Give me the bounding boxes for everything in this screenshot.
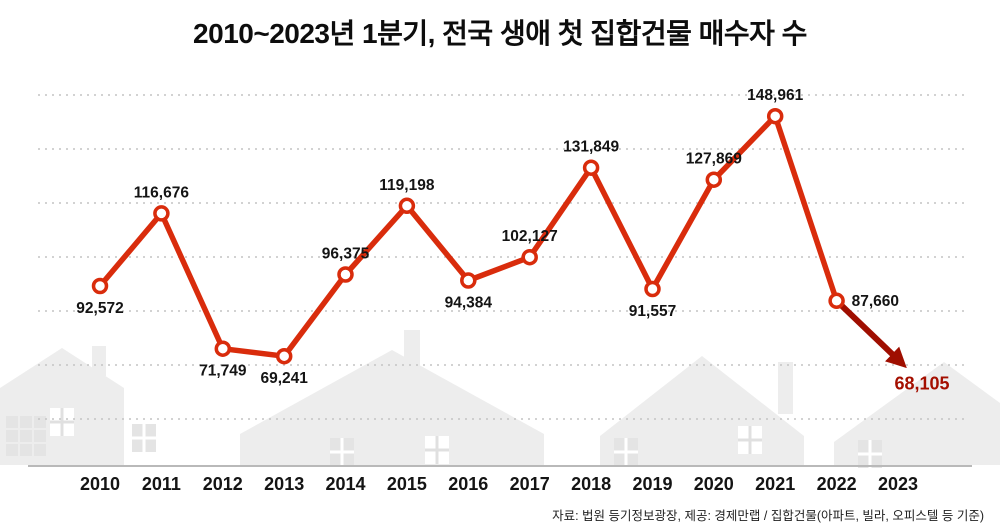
value-label-2023: 68,105 [894, 374, 949, 394]
data-point-2013 [275, 347, 293, 365]
value-label-2016: 94,384 [445, 295, 493, 312]
value-label-2021: 148,961 [747, 87, 803, 104]
value-label-2020: 127,869 [686, 151, 742, 168]
final-trend-arrow [834, 298, 907, 369]
year-label-2019: 2019 [632, 474, 672, 494]
house-shape [834, 362, 1000, 465]
year-label-2023: 2023 [878, 474, 918, 494]
data-point-2016 [460, 272, 477, 289]
value-label-2017: 102,127 [502, 228, 558, 245]
house-shape [240, 350, 544, 465]
value-label-2019: 91,557 [629, 303, 676, 320]
year-label-2015: 2015 [387, 474, 427, 494]
data-point-2010 [91, 277, 109, 295]
value-label-2010: 92,572 [76, 300, 123, 317]
year-label-2013: 2013 [264, 474, 304, 494]
chimney-shape [778, 362, 793, 414]
year-label-2010: 2010 [80, 474, 120, 494]
chimney-shape [404, 330, 420, 366]
year-label-2020: 2020 [694, 474, 734, 494]
year-label-2022: 2022 [817, 474, 857, 494]
year-label-2016: 2016 [448, 474, 488, 494]
data-point-2021 [766, 107, 784, 125]
source-note: 자료: 법원 등기정보광장, 제공: 경제만랩 / 집합건물(아파트, 빌라, … [552, 509, 984, 523]
year-label-2018: 2018 [571, 474, 611, 494]
value-label-2022: 87,660 [852, 293, 899, 310]
value-label-2015: 119,198 [379, 177, 435, 194]
value-label-2014: 96,375 [322, 246, 370, 263]
year-label-2017: 2017 [510, 474, 550, 494]
lattice-decoration [6, 416, 46, 456]
chimney-shape [92, 346, 106, 376]
chart-title: 2010~2023년 1분기, 전국 생애 첫 집합건물 매수자 수 [193, 18, 807, 49]
data-point-2015 [398, 197, 416, 215]
data-point-2020 [705, 171, 723, 188]
data-point-2011 [153, 205, 170, 222]
year-label-2012: 2012 [203, 474, 243, 494]
data-point-2014 [337, 266, 354, 283]
year-label-2011: 2011 [142, 474, 181, 494]
data-point-2019 [644, 280, 661, 298]
value-label-2013: 69,241 [260, 370, 308, 387]
data-point-2022 [828, 292, 845, 310]
value-label-2018: 131,849 [563, 139, 619, 156]
data-point-2017 [521, 248, 538, 266]
chart-plot: 92,572 116,676 71,749 69,241 96,375 119,198 94… [28, 87, 972, 494]
data-point-2012 [214, 340, 232, 357]
year-label-2021: 2021 [755, 474, 795, 494]
data-point-2018 [582, 159, 600, 176]
value-label-2012: 71,749 [199, 363, 247, 380]
year-label-2014: 2014 [325, 474, 365, 494]
value-label-2011: 116,676 [134, 184, 190, 201]
